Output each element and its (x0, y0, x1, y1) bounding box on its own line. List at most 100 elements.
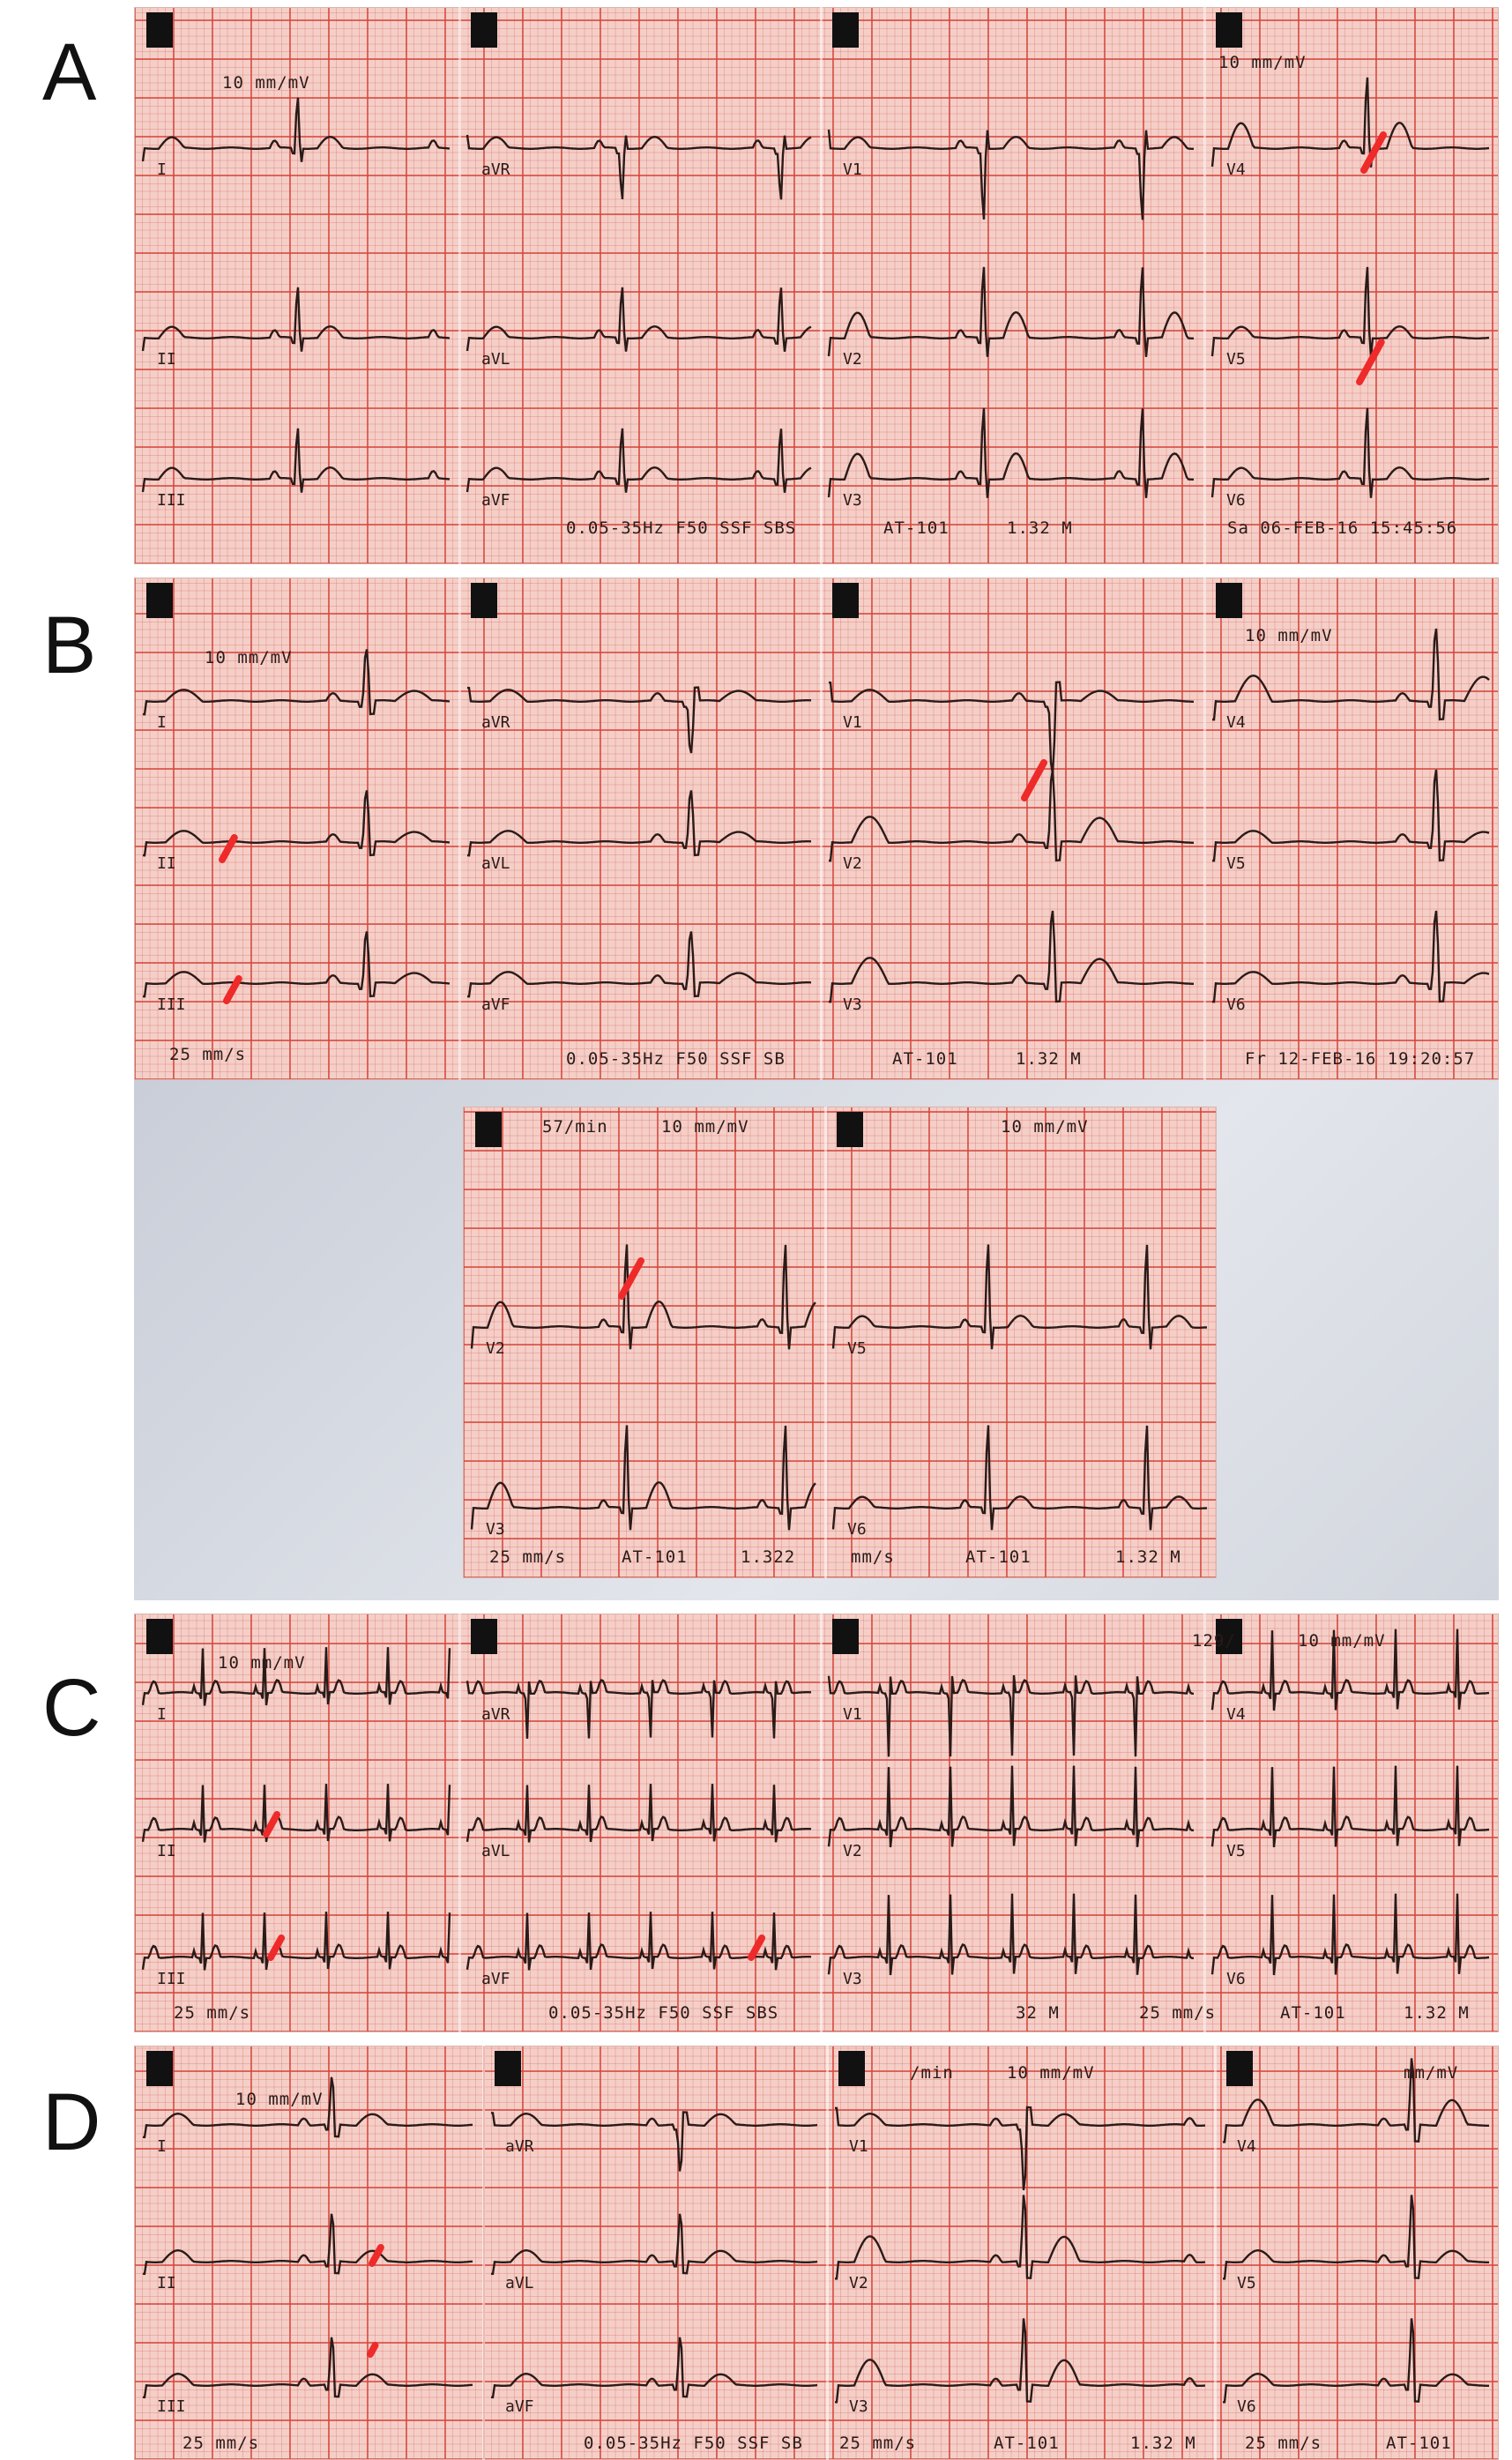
paper-fold (1214, 2046, 1217, 2460)
lead-label: III (157, 2397, 186, 2416)
trace-lead-V3 (827, 1893, 1194, 1976)
lead-label: V3 (843, 1970, 862, 1988)
lead-label: V5 (1237, 2274, 1256, 2292)
ecg-traces (141, 77, 1490, 498)
lead-label: III (157, 995, 186, 1014)
trace-lead-V3 (834, 2318, 1206, 2404)
printed-text: 25 mm/s (839, 2434, 917, 2453)
trace-lead-aVR (466, 134, 812, 200)
lead-label: V6 (1226, 491, 1246, 510)
printed-text: 25 mm/s (169, 1045, 247, 1064)
lead-label: aVL (481, 854, 510, 873)
lead-label: III (157, 491, 186, 510)
red-arrow-icon (267, 1934, 286, 1961)
printed-text: 1.32 M (1115, 1547, 1181, 1567)
calibration-marker (1216, 1619, 1242, 1654)
trace-lead-I (141, 97, 451, 162)
trace-lead-I (142, 649, 451, 716)
calibration-marker (146, 583, 173, 618)
paper-fold (458, 1614, 461, 2032)
trace-lead-V5 (831, 1244, 1208, 1350)
calibration-marker (146, 12, 173, 48)
calibration-marker (471, 583, 497, 618)
printed-text: AT-101 (892, 1049, 958, 1069)
trace-lead-V5 (1210, 1765, 1490, 1848)
lead-label: V4 (1226, 713, 1246, 732)
printed-text: 1.322 (741, 1547, 796, 1567)
lead-label: aVR (481, 160, 510, 179)
lead-label: V4 (1226, 1705, 1246, 1724)
lead-label: aVF (481, 1970, 510, 1988)
printed-text: 10 mm/mV (218, 1653, 306, 1673)
red-arrow-icon (1356, 339, 1385, 385)
printed-text: AT-101 (994, 2434, 1060, 2453)
red-arrow-icon (369, 2244, 384, 2267)
trace-lead-V5 (1211, 769, 1490, 862)
lead-label: V2 (843, 1842, 862, 1860)
lead-label: V2 (486, 1339, 505, 1358)
paper-fold (826, 2046, 829, 2460)
trace-lead-V3 (827, 407, 1194, 498)
printed-text: AT-101 (622, 1547, 688, 1567)
lead-label: V1 (843, 1705, 862, 1724)
lead-label: V6 (1226, 1970, 1246, 1988)
ecg-traces (142, 628, 1490, 1004)
calibration-marker (146, 2051, 173, 2086)
printed-text: 10 mm/mV (1218, 53, 1307, 72)
lead-label: II (157, 2274, 176, 2292)
printed-text: mm/mV (1404, 2063, 1459, 2083)
trace-lead-aVR (466, 686, 812, 754)
paper-fold (820, 578, 823, 1080)
lead-label: V3 (843, 995, 862, 1014)
paper-fold (820, 1614, 823, 2032)
printed-text: 1.32 M (1130, 2434, 1196, 2453)
lead-label: II (157, 1842, 176, 1860)
printed-text: 32 M (1016, 2003, 1060, 2023)
panel-label-C: C (42, 1663, 101, 1753)
lead-label: V2 (849, 2274, 868, 2292)
lead-label: aVL (481, 1842, 510, 1860)
printed-text: /min (910, 2063, 954, 2083)
printed-text: 25 mm/s (1139, 2003, 1217, 2023)
trace-lead-V2 (827, 1765, 1194, 1848)
trace-lead-II (141, 1784, 451, 1843)
printed-text: 10 mm/mV (1298, 1631, 1386, 1651)
red-arrow-icon (1360, 131, 1387, 174)
paper-fold (458, 7, 461, 564)
lead-label: aVL (481, 350, 510, 369)
lead-label: aVF (481, 491, 510, 510)
trace-lead-III (141, 1912, 451, 1971)
printed-text: 10 mm/mV (1245, 626, 1333, 645)
lead-label: V2 (843, 350, 862, 369)
lead-label: I (157, 1705, 167, 1724)
trace-lead-I (142, 2076, 473, 2139)
printed-text: 10 mm/mV (222, 73, 310, 93)
red-arrow-icon (219, 834, 238, 863)
red-arrow-icon (367, 2342, 379, 2358)
trace-lead-aVL (490, 2213, 818, 2276)
printed-text: AT-101 (965, 1547, 1032, 1567)
panel-b-ecg-strip-top: I II III aVR aVL aVF V1 V2 V3 V4 V5 V6 10 mm/mV 10 mm… (134, 578, 1499, 1080)
printed-text: 1.32 M (1404, 2003, 1470, 2023)
trace-lead-V6 (1210, 407, 1490, 498)
paper-fold (1203, 7, 1206, 564)
paper-fold (1203, 1614, 1206, 2032)
lead-label: I (157, 160, 167, 179)
trace-lead-V2 (828, 769, 1194, 862)
lead-label: V1 (843, 160, 862, 179)
red-arrow-icon (223, 975, 242, 1004)
trace-lead-aVL (466, 287, 812, 352)
calibration-marker (471, 1619, 497, 1654)
lead-label: V5 (1226, 854, 1246, 873)
calibration-marker (471, 12, 497, 48)
trace-lead-V2 (834, 2195, 1206, 2280)
printed-text: 10 mm/mV (235, 2090, 324, 2109)
lead-label: II (157, 854, 176, 873)
lead-label: V3 (486, 1520, 505, 1539)
trace-lead-V6 (1222, 2318, 1489, 2404)
printed-text: 0.05-35Hz F50 SSF SBS (548, 2003, 779, 2023)
printed-text: Sa 06-FEB-16 15:45:56 (1227, 518, 1458, 538)
trace-lead-V6 (1211, 910, 1490, 1003)
printed-text: 0.05-35Hz F50 SSF SB (584, 2434, 803, 2453)
trace-lead-aVF (466, 931, 812, 998)
